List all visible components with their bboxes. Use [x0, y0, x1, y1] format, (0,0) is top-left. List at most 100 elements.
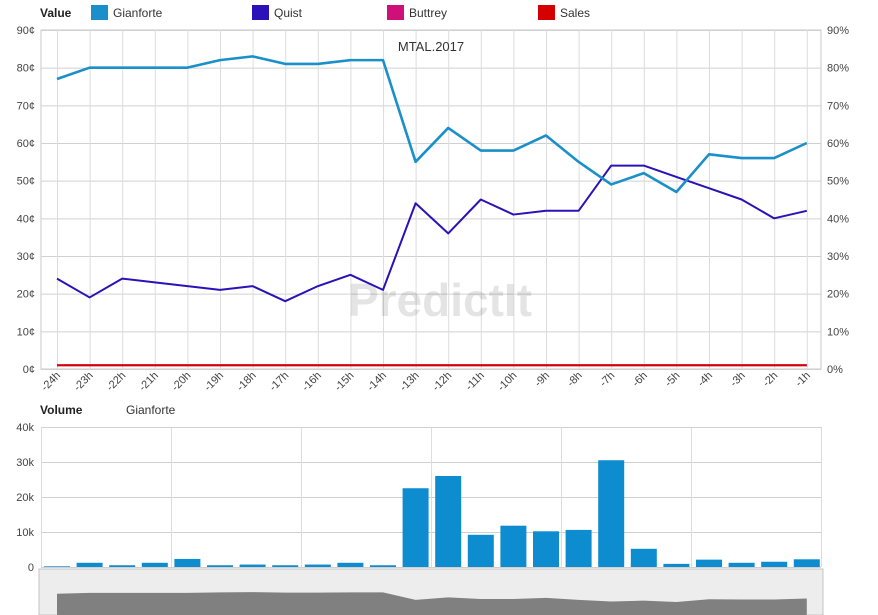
volume-bar[interactable] — [793, 559, 820, 567]
y2-tick-label: 80% — [827, 63, 849, 75]
volume-bar[interactable] — [141, 562, 168, 567]
x-tick-label: -7h — [598, 370, 618, 390]
volume-bar[interactable] — [239, 564, 266, 567]
x-tick-label: -22h — [104, 370, 128, 394]
x-tick-label: -11h — [463, 370, 486, 393]
volume-y-tick-label: 20k — [16, 492, 34, 504]
y-tick-label: 0¢ — [23, 364, 35, 376]
x-tick-label: -2h — [761, 370, 781, 390]
volume-y-tick-label: 10k — [16, 527, 34, 539]
x-tick-label: -1h — [793, 370, 813, 390]
chart-title: MTAL.2017 — [398, 39, 464, 54]
x-tick-label: -19h — [202, 370, 226, 394]
y2-tick-label: 50% — [827, 176, 849, 188]
x-tick-label: -24h — [39, 370, 63, 394]
volume-bar[interactable] — [207, 565, 233, 567]
y2-tick-label: 90% — [827, 25, 849, 37]
volume-bar[interactable] — [598, 460, 625, 567]
volume-y-tick-label: 30k — [16, 457, 34, 469]
x-tick-label: -14h — [365, 370, 389, 394]
volume-bar[interactable] — [500, 525, 527, 567]
volume-bar[interactable] — [370, 565, 396, 567]
y2-tick-label: 70% — [827, 100, 849, 112]
x-tick-label: -4h — [695, 370, 715, 390]
x-tick-label: -18h — [235, 370, 259, 394]
x-tick-label: -6h — [630, 370, 650, 390]
volume-y-tick-label: 0 — [28, 562, 34, 574]
volume-bar[interactable] — [565, 529, 592, 567]
y-tick-label: 30¢ — [17, 251, 35, 263]
y2-tick-label: 40% — [827, 213, 849, 225]
x-tick-label: -3h — [728, 370, 748, 390]
volume-bar[interactable] — [467, 534, 494, 567]
volume-bar[interactable] — [728, 562, 755, 567]
x-tick-label: -16h — [300, 370, 324, 394]
plot-frame — [40, 29, 822, 370]
volume-legend-series: Gianforte — [126, 403, 176, 417]
y-tick-label: 50¢ — [17, 176, 35, 188]
navigator[interactable] — [38, 568, 824, 615]
volume-bar[interactable] — [272, 565, 299, 567]
legend-label: Sales — [560, 6, 590, 20]
volume-legend-title: Volume — [40, 403, 83, 417]
series-line-gianforte[interactable] — [56, 55, 808, 194]
legend-label: Buttrey — [409, 6, 447, 20]
x-tick-label: -8h — [565, 370, 585, 390]
legend-swatch — [91, 5, 108, 20]
x-tick-label: -15h — [332, 370, 356, 394]
legend-item-gianforte[interactable]: Gianforte — [91, 5, 163, 20]
y-tick-label: 90¢ — [17, 25, 35, 37]
volume-bar[interactable] — [761, 561, 788, 567]
y2-tick-label: 60% — [827, 138, 849, 150]
volume-axes: 0 10k 20k 30k 40k — [16, 422, 34, 574]
x-tick-label: -21h — [137, 370, 161, 394]
legend-item-quist[interactable]: Quist — [252, 5, 303, 20]
volume-bar[interactable] — [174, 558, 201, 567]
value-legend-title: Value — [40, 6, 72, 20]
x-tick-label: -12h — [430, 370, 454, 394]
legend-swatch — [538, 5, 555, 20]
x-tick-label: -5h — [663, 370, 683, 390]
volume-chart-grid — [41, 427, 822, 568]
y2-tick-label: 10% — [827, 326, 849, 338]
legend-label: Quist — [274, 6, 303, 20]
legend-swatch — [252, 5, 269, 20]
y2-tick-label: 0% — [827, 364, 843, 376]
x-tick-label: -9h — [532, 370, 552, 390]
x-tick-label: -17h — [267, 370, 291, 394]
y-tick-label: 70¢ — [17, 100, 35, 112]
y-tick-label: 60¢ — [17, 138, 35, 150]
volume-bar[interactable] — [533, 531, 559, 567]
predictit-watermark: PredictIt — [348, 274, 532, 326]
y2-tick-label: 20% — [827, 289, 849, 301]
volume-bar[interactable] — [337, 562, 364, 567]
navigator-area — [57, 592, 807, 615]
volume-bar[interactable] — [109, 565, 136, 567]
volume-bars — [44, 460, 820, 567]
volume-y-tick-label: 40k — [16, 422, 34, 434]
value-legend: Value Gianforte Quist Buttrey Sales — [40, 5, 590, 20]
volume-bar[interactable] — [663, 563, 690, 567]
volume-bar[interactable] — [696, 559, 722, 567]
y-tick-label: 40¢ — [17, 213, 35, 225]
volume-bar[interactable] — [435, 476, 462, 567]
volume-bar[interactable] — [630, 548, 657, 567]
legend-label: Gianforte — [113, 6, 163, 20]
x-tick-label: -13h — [398, 370, 422, 394]
x-tick-label: -20h — [169, 370, 193, 394]
series-line-quist[interactable] — [56, 164, 808, 303]
volume-bar[interactable] — [304, 564, 331, 567]
x-tick-label: -23h — [72, 370, 96, 394]
legend-item-sales[interactable]: Sales — [538, 5, 590, 20]
legend-swatch — [387, 5, 404, 20]
legend-item-buttrey[interactable]: Buttrey — [387, 5, 447, 20]
volume-bar[interactable] — [402, 488, 429, 567]
y2-tick-label: 30% — [827, 251, 849, 263]
y-tick-label: 20¢ — [17, 289, 35, 301]
volume-bar[interactable] — [76, 562, 103, 567]
y-tick-label: 80¢ — [17, 63, 35, 75]
x-tick-label: -10h — [495, 370, 519, 394]
volume-bar[interactable] — [44, 566, 70, 567]
y-tick-label: 10¢ — [17, 326, 35, 338]
